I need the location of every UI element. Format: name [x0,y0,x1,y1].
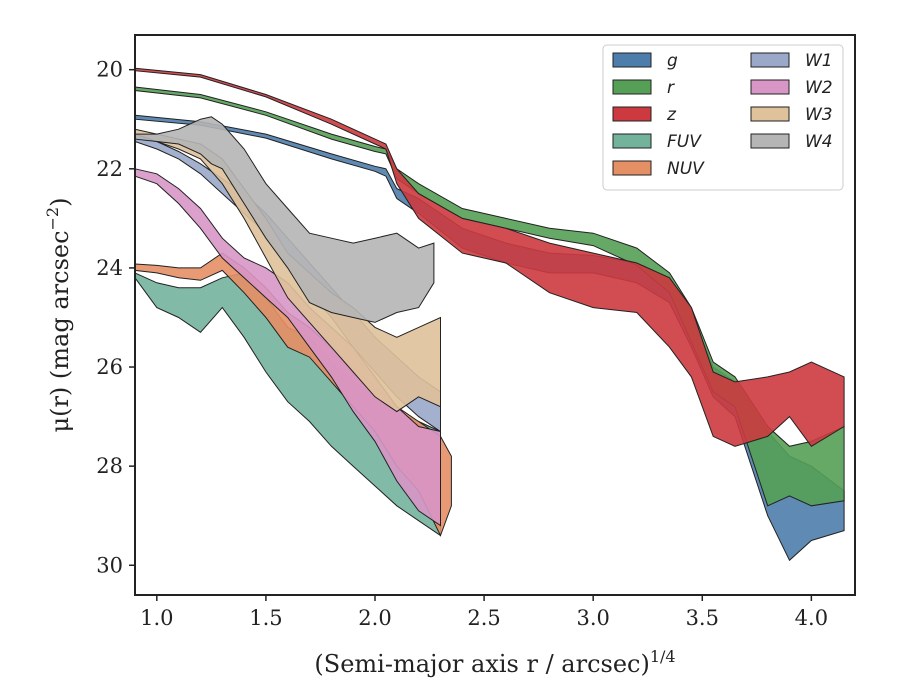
x-tick-label: 1.5 [249,606,282,630]
legend-swatch-nuv [612,160,652,176]
y-axis: 20 22 24 26 28 30 [96,58,135,577]
legend-swatch-w3 [750,106,790,122]
y-axis-label: μ(r) (mag arcsec−2) [43,198,74,433]
legend-label-z: z [666,105,677,125]
plot-frame [134,34,856,596]
x-tick-label: 1.0 [140,606,173,630]
x-tick-label: 2.5 [467,606,500,630]
legend: grz FUV NUV W1 W2 W3 W4 [602,44,844,191]
legend-label-w1: W1 [805,51,833,71]
legend-swatch-g [612,52,652,68]
legend-label-nuv: NUV [667,159,705,179]
y-tick-label: 26 [96,355,123,379]
band-w4 [134,116,435,323]
legend-swatch-w2 [750,79,790,95]
legend-label-g: g [667,51,678,71]
y-tick-label: 22 [96,157,123,181]
y-tick-label: 20 [96,58,123,82]
y-tick-label: 24 [96,256,123,280]
y-tick-label: 30 [96,553,123,577]
y-tick-label: 28 [96,454,123,478]
x-tick-label: 3.0 [576,606,609,630]
legend-label-r: r [667,78,675,98]
legend-swatch-z [612,106,652,122]
x-tick-label: 2.0 [358,606,391,630]
legend-swatch-fuv [612,133,652,149]
legend-label-w4: W4 [805,132,833,152]
x-tick-label: 3.5 [686,606,719,630]
x-axis: 1.0 1.5 2.0 2.5 3.0 3.5 4.0 [140,595,828,630]
legend-swatch-w1 [750,52,790,68]
band-z [134,67,845,447]
legend-label-w3: W3 [805,105,833,125]
x-tick-label: 4.0 [795,606,828,630]
legend-swatch-r [612,79,652,95]
legend-swatch-w4 [750,133,790,149]
band-w2 [134,168,441,527]
x-axis-label: (Semi-major axis r / arcsec)1/4 [314,647,675,678]
legend-label-fuv: FUV [667,132,702,152]
legend-label-w2: W2 [805,78,833,98]
bands-layer [134,67,845,562]
